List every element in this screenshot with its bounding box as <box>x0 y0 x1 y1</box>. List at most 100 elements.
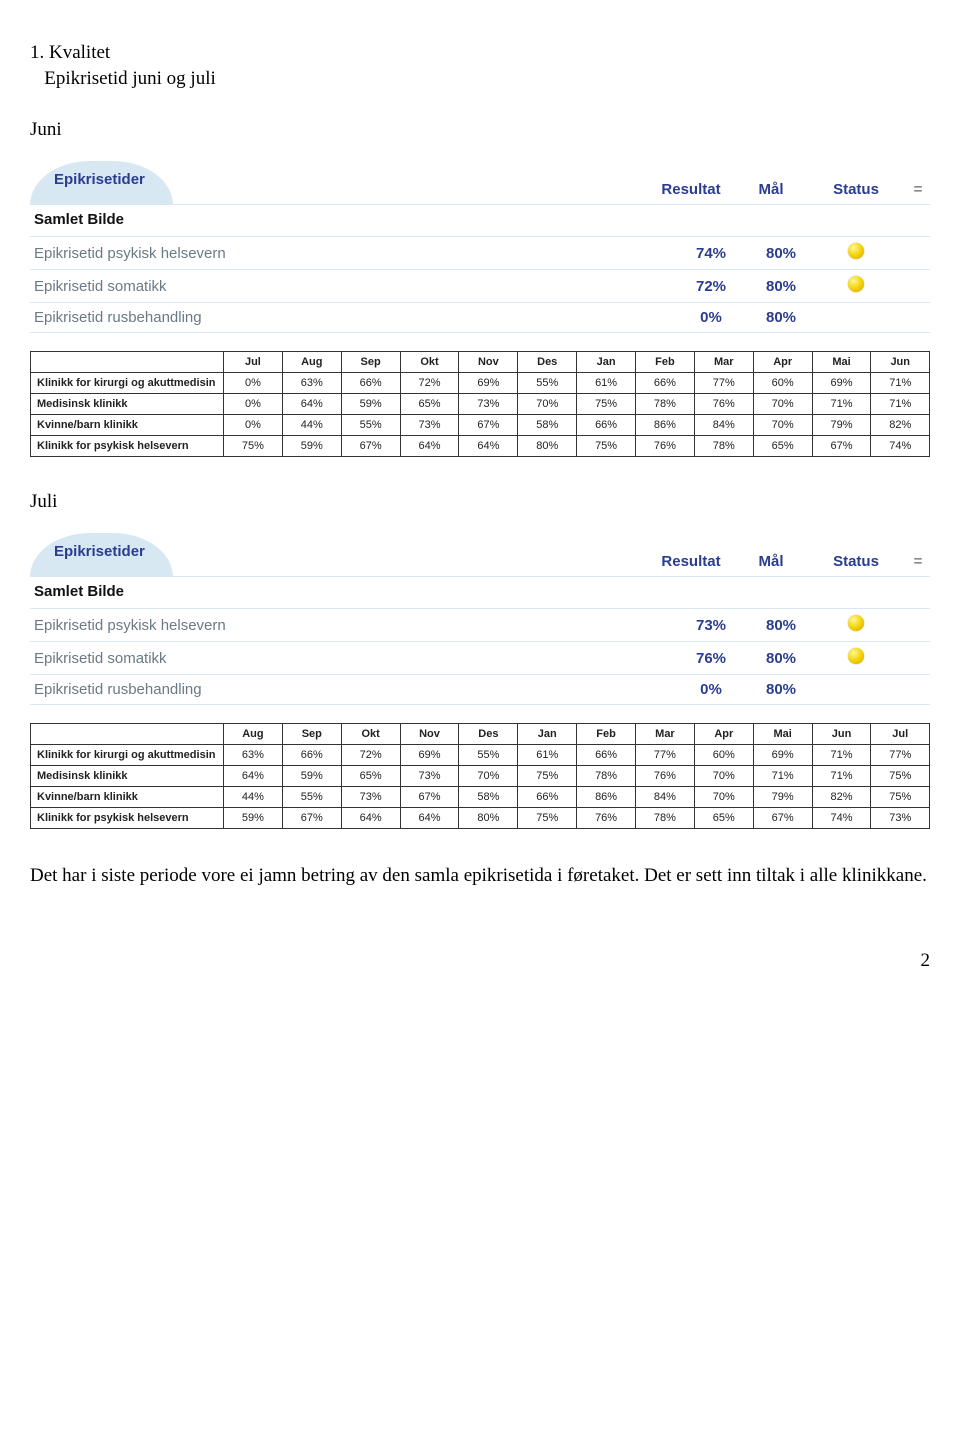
data-cell: 84% <box>694 415 753 436</box>
metric-row: Epikrisetid rusbehandling0%80% <box>30 303 930 333</box>
data-cell: 63% <box>224 745 283 766</box>
footer-paragraph: Det har i siste periode vore ei jamn bet… <box>30 863 930 890</box>
data-cell: 59% <box>282 766 341 787</box>
data-cell: 66% <box>282 745 341 766</box>
month-label-juli: Juli <box>30 491 930 513</box>
metric-mal: 80% <box>746 278 816 295</box>
month-header: Apr <box>694 724 753 745</box>
tab-epikrisetider[interactable]: Epikrisetider <box>30 161 173 205</box>
data-cell: 71% <box>871 373 929 394</box>
juni-table: JulAugSepOktNovDesJanFebMarAprMaiJunKlin… <box>30 351 930 457</box>
col-status: Status <box>816 181 896 198</box>
data-cell: 63% <box>282 373 341 394</box>
month-header: Aug <box>224 724 283 745</box>
metric-resultat: 74% <box>676 245 746 262</box>
data-cell: 72% <box>341 745 400 766</box>
data-cell: 69% <box>400 745 459 766</box>
data-cell: 60% <box>694 745 753 766</box>
data-cell: 70% <box>518 394 577 415</box>
data-cell: 82% <box>871 415 929 436</box>
data-cell: 65% <box>341 766 400 787</box>
data-cell: 65% <box>400 394 459 415</box>
metric-label: Epikrisetid rusbehandling <box>30 681 676 698</box>
month-header: Jun <box>871 352 929 373</box>
data-cell: 67% <box>282 808 341 829</box>
data-cell: 61% <box>577 373 636 394</box>
data-cell: 58% <box>459 787 518 808</box>
metric-resultat: 0% <box>676 309 746 326</box>
corner-cell <box>31 724 224 745</box>
data-cell: 70% <box>459 766 518 787</box>
data-cell: 66% <box>636 373 695 394</box>
data-cell: 73% <box>341 787 400 808</box>
data-cell: 75% <box>871 766 929 787</box>
tab-epikrisetider[interactable]: Epikrisetider <box>30 533 173 577</box>
data-cell: 78% <box>577 766 636 787</box>
data-cell: 70% <box>753 394 812 415</box>
data-cell: 64% <box>282 394 341 415</box>
heading-num: 1. <box>30 42 44 63</box>
col-resultat: Resultat <box>656 553 726 570</box>
table-row: Kvinne/barn klinikk44%55%73%67%58%66%86%… <box>31 787 929 808</box>
data-cell: 78% <box>636 394 695 415</box>
status-dot-icon <box>848 648 864 664</box>
data-cell: 71% <box>812 745 871 766</box>
row-name: Klinikk for psykisk helsevern <box>31 808 224 829</box>
month-header: Jan <box>577 352 636 373</box>
row-name: Kvinne/barn klinikk <box>31 415 224 436</box>
page-number: 2 <box>30 950 930 972</box>
data-cell: 65% <box>753 436 812 457</box>
month-header: Feb <box>577 724 636 745</box>
data-cell: 73% <box>400 415 459 436</box>
data-cell: 64% <box>341 808 400 829</box>
data-cell: 67% <box>459 415 518 436</box>
data-cell: 75% <box>518 808 577 829</box>
col-resultat: Resultat <box>656 181 726 198</box>
table-row: Klinikk for kirurgi og akuttmedisin63%66… <box>31 745 929 766</box>
table-row: Klinikk for psykisk helsevern75%59%67%64… <box>31 436 929 457</box>
corner-cell <box>31 352 224 373</box>
panel-header: Epikrisetider Resultat Mål Status = <box>30 533 930 577</box>
metric-row: Epikrisetid somatikk72%80% <box>30 270 930 303</box>
data-cell: 80% <box>459 808 518 829</box>
month-header: Mar <box>636 724 695 745</box>
metric-mal: 80% <box>746 681 816 698</box>
metric-status <box>816 276 896 296</box>
data-cell: 74% <box>812 808 871 829</box>
metric-label: Epikrisetid somatikk <box>30 278 676 295</box>
month-header: Nov <box>400 724 459 745</box>
month-header: Mar <box>694 352 753 373</box>
month-header: Mai <box>753 724 812 745</box>
metric-status <box>816 243 896 263</box>
metric-label: Epikrisetid somatikk <box>30 650 676 667</box>
panel-juni: Epikrisetider Resultat Mål Status = Saml… <box>30 161 930 333</box>
col-eq: = <box>906 553 930 570</box>
metric-mal: 80% <box>746 617 816 634</box>
data-cell: 66% <box>577 415 636 436</box>
month-header: Feb <box>636 352 695 373</box>
metric-label: Epikrisetid psykisk helsevern <box>30 245 676 262</box>
row-name: Klinikk for kirurgi og akuttmedisin <box>31 745 224 766</box>
data-cell: 84% <box>636 787 695 808</box>
data-cell: 71% <box>812 766 871 787</box>
metric-label: Epikrisetid psykisk helsevern <box>30 617 676 634</box>
data-cell: 71% <box>812 394 871 415</box>
data-cell: 66% <box>577 745 636 766</box>
data-cell: 77% <box>694 373 753 394</box>
month-header: Nov <box>459 352 518 373</box>
data-cell: 69% <box>459 373 518 394</box>
month-header: Okt <box>341 724 400 745</box>
data-cell: 59% <box>341 394 400 415</box>
data-cell: 58% <box>518 415 577 436</box>
month-header: Sep <box>282 724 341 745</box>
metric-mal: 80% <box>746 309 816 326</box>
data-cell: 73% <box>459 394 518 415</box>
status-dot-icon <box>848 243 864 259</box>
col-status: Status <box>816 553 896 570</box>
data-cell: 75% <box>518 766 577 787</box>
data-cell: 78% <box>636 808 695 829</box>
data-cell: 77% <box>871 745 929 766</box>
data-cell: 79% <box>812 415 871 436</box>
data-cell: 71% <box>753 766 812 787</box>
data-cell: 75% <box>577 394 636 415</box>
